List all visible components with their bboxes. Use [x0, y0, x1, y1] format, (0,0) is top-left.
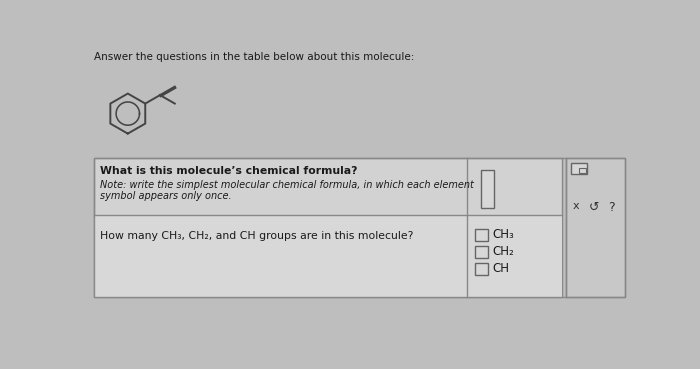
Text: ?: ? [608, 201, 615, 214]
Text: Answer the questions in the table below about this molecule:: Answer the questions in the table below … [94, 52, 415, 62]
FancyBboxPatch shape [481, 170, 493, 208]
Text: What is this molecule’s chemical formula?: What is this molecule’s chemical formula… [100, 166, 358, 176]
FancyBboxPatch shape [94, 215, 562, 297]
Text: Note: write the simplest molecular chemical formula, in which each element
symbo: Note: write the simplest molecular chemi… [100, 180, 474, 201]
FancyBboxPatch shape [475, 246, 488, 258]
FancyBboxPatch shape [571, 163, 587, 174]
Text: How many CH₃, CH₂, and CH groups are in this molecule?: How many CH₃, CH₂, and CH groups are in … [100, 231, 413, 241]
FancyBboxPatch shape [475, 263, 488, 275]
Text: CH₃: CH₃ [492, 228, 514, 241]
FancyBboxPatch shape [94, 158, 562, 297]
Text: ↺: ↺ [588, 201, 598, 214]
Text: CH₂: CH₂ [492, 245, 514, 258]
Text: CH: CH [492, 262, 509, 275]
FancyBboxPatch shape [475, 229, 488, 241]
FancyBboxPatch shape [566, 158, 624, 297]
Text: x: x [573, 201, 579, 211]
FancyBboxPatch shape [579, 168, 586, 173]
